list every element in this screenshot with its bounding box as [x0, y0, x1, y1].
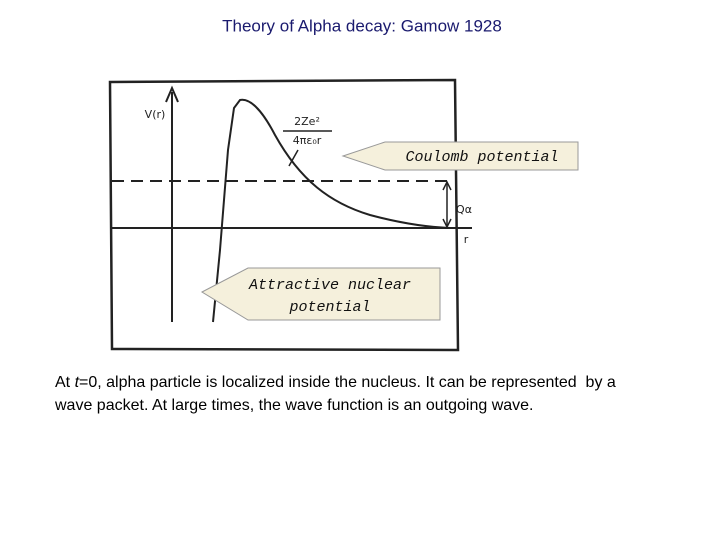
figure-frame [108, 78, 460, 352]
body-text: t [75, 374, 80, 391]
callout-box [341, 141, 579, 171]
y-axis-arrow [165, 85, 179, 103]
q-arrow-heads [442, 180, 452, 229]
potential-diagram [108, 78, 472, 352]
body-line: wave packet. At large times, the wave fu… [54, 397, 534, 414]
formula-numerator: 2Ze² [294, 115, 320, 128]
callout-text: Coulomb potential [405, 149, 558, 166]
y-axis-label: V(r) [145, 108, 166, 121]
q-label: Qα [456, 203, 472, 216]
potential-curve [212, 98, 451, 323]
body-line: At t=0, alpha particle is localized insi… [55, 374, 616, 391]
body-text: =0, alpha particle is localized inside t… [79, 374, 616, 391]
callout-text: potential [288, 299, 370, 316]
callout-text: Attractive nuclear [248, 277, 411, 294]
callout-box [200, 267, 441, 321]
x-axis-label: r [464, 233, 469, 246]
formula-denominator: 4πε₀r [293, 134, 322, 147]
slide-title: Theory of Alpha decay: Gamow 1928 [222, 16, 502, 35]
body-text: wave packet. At large times, the wave fu… [54, 397, 534, 414]
body-text: At [55, 374, 75, 391]
formula-pointer [288, 149, 299, 167]
